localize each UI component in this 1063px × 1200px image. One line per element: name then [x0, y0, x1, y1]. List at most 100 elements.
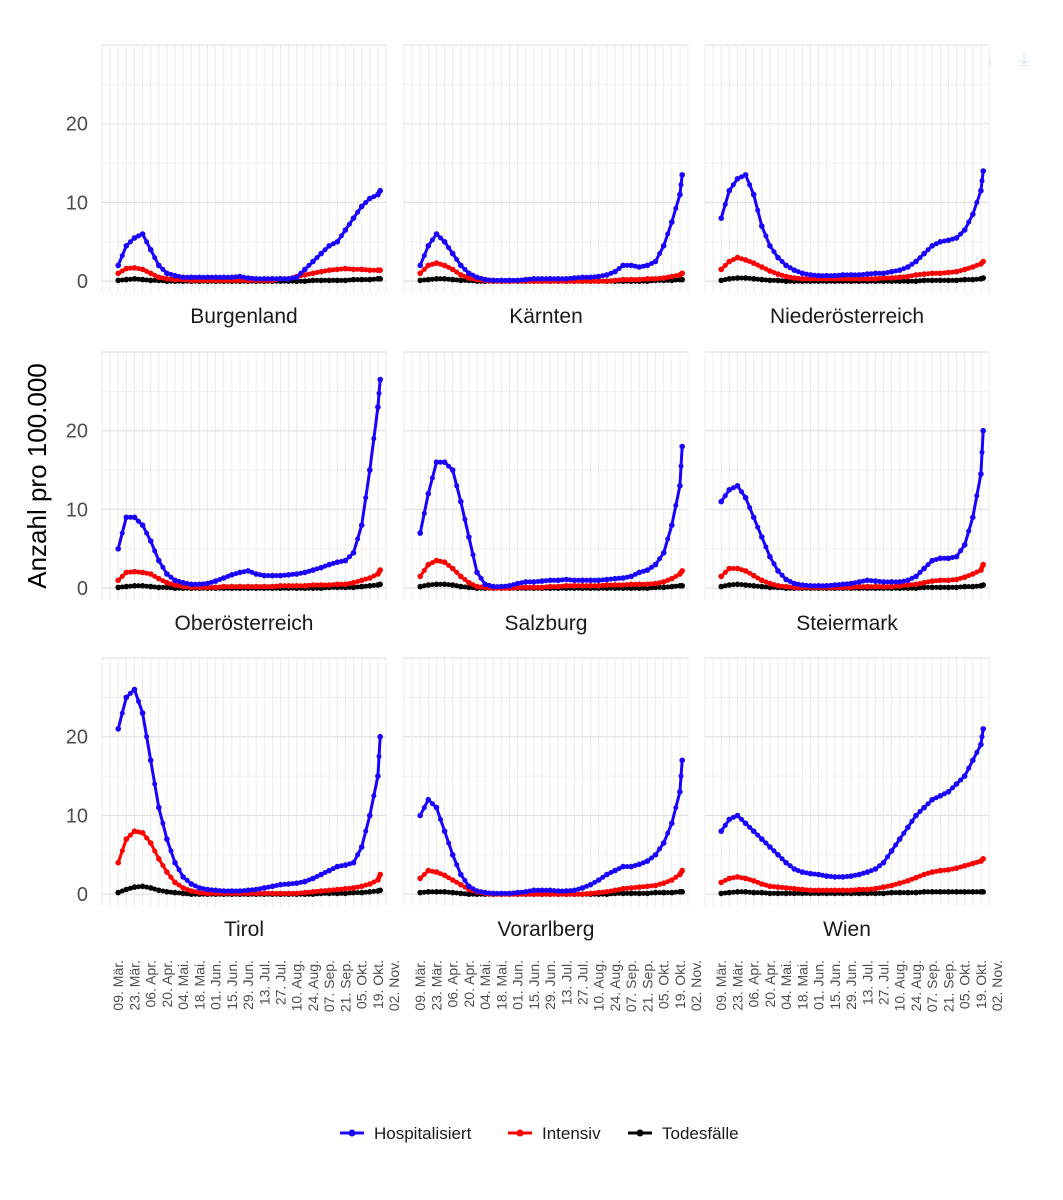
data-point-death [953, 584, 960, 591]
data-point-hosp [225, 888, 231, 894]
data-point-hosp [318, 250, 324, 257]
download-icon[interactable]: ⤓ [1019, 47, 1029, 70]
data-point-hosp [249, 275, 255, 281]
data-point-hosp [429, 475, 435, 481]
data-point-icu [616, 887, 622, 892]
data-point-hosp [514, 580, 521, 587]
facet-panel: Oberösterreich 0 10 20 [66, 351, 387, 635]
data-point-death [640, 585, 646, 591]
data-point-hosp [322, 563, 328, 569]
data-point-death [771, 277, 777, 283]
data-point-death [799, 890, 806, 897]
data-point-hosp [673, 805, 679, 811]
x-tick-label: 06. Apr. [746, 960, 762, 1007]
data-point-death [660, 584, 667, 591]
data-point-hosp [438, 816, 443, 822]
data-point-icu [367, 575, 373, 581]
data-point-icu [974, 859, 980, 865]
data-point-hosp [823, 583, 830, 589]
data-point-icu [425, 561, 432, 568]
data-point-hosp [462, 516, 468, 522]
data-point-hosp [779, 572, 785, 578]
facet-panel: Tirol 0 10 20 09. Mär. 23. Mär. 06. Apr. 20. Ap… [66, 657, 402, 1012]
data-point-icu [628, 276, 634, 283]
data-point-hosp [966, 528, 972, 534]
data-point-icu [820, 887, 826, 893]
data-point-hosp [660, 550, 667, 556]
data-point-icu [438, 261, 443, 267]
data-point-hosp [241, 569, 247, 575]
data-point-icu [144, 835, 150, 841]
data-point-death [921, 584, 927, 591]
data-point-death [123, 886, 130, 893]
data-point-hosp [905, 577, 911, 584]
data-point-icu [119, 573, 125, 579]
data-point-icu [750, 572, 757, 579]
data-point-icu [941, 577, 947, 583]
data-point-hosp [929, 796, 935, 803]
data-point-hosp [660, 840, 667, 846]
data-point-hosp [265, 573, 271, 579]
data-point-death [425, 582, 432, 588]
data-point-hosp [795, 868, 801, 874]
data-point-icu [941, 270, 947, 276]
data-point-hosp [812, 272, 817, 278]
data-point-hosp [314, 255, 320, 261]
data-point-hosp [925, 247, 931, 253]
legend: Hospitalisiert Intensiv Todesfälle [340, 1124, 739, 1143]
data-point-death [417, 889, 424, 896]
data-point-icu [350, 266, 357, 273]
panel-background [705, 658, 989, 906]
panel-background [705, 45, 989, 293]
data-point-icu [673, 273, 679, 279]
y-tick-label: 0 [77, 578, 88, 600]
data-point-death [933, 889, 939, 895]
data-point-death [355, 890, 361, 896]
data-point-hosp [172, 272, 178, 279]
data-point-hosp [620, 262, 626, 269]
data-point-hosp [579, 274, 586, 281]
data-point-death [913, 585, 919, 591]
x-tick-label: 05. Okt. [354, 960, 370, 1009]
data-point-icu [302, 889, 308, 896]
data-point-hosp [217, 888, 223, 894]
data-point-hosp [470, 552, 476, 558]
data-point-hosp [377, 187, 384, 194]
data-point-hosp [466, 883, 472, 890]
data-point-death [127, 583, 133, 589]
data-point-death [966, 584, 972, 590]
data-point-icu [160, 863, 166, 868]
data-point-hosp [156, 557, 162, 564]
data-point-death [669, 583, 675, 590]
data-point-icu [970, 264, 976, 270]
data-point-hosp [200, 274, 206, 280]
data-point-hosp [844, 581, 850, 587]
data-point-hosp [979, 449, 985, 455]
data-point-hosp [277, 881, 284, 888]
data-point-icu [913, 581, 919, 588]
data-point-hosp [718, 498, 724, 505]
data-point-hosp [571, 275, 578, 281]
data-point-hosp [322, 870, 328, 875]
data-point-hosp [803, 870, 809, 876]
data-point-icu [363, 882, 369, 888]
data-point-death [763, 277, 769, 283]
data-point-death [958, 277, 964, 283]
data-point-hosp [454, 483, 460, 489]
data-point-icu [726, 565, 733, 572]
data-point-hosp [535, 579, 541, 584]
data-point-icu [458, 881, 464, 888]
data-point-hosp [563, 888, 570, 894]
data-point-icu [563, 583, 570, 589]
data-point-hosp [119, 710, 125, 716]
data-point-hosp [547, 887, 553, 894]
data-point-icu [945, 867, 952, 873]
data-point-death [787, 278, 793, 284]
data-point-icu [326, 267, 333, 274]
data-point-death [330, 890, 336, 896]
data-point-hosp [812, 871, 817, 877]
data-point-icu [953, 865, 960, 871]
data-point-hosp [718, 215, 724, 221]
data-point-hosp [970, 211, 976, 218]
data-point-icu [576, 583, 581, 589]
